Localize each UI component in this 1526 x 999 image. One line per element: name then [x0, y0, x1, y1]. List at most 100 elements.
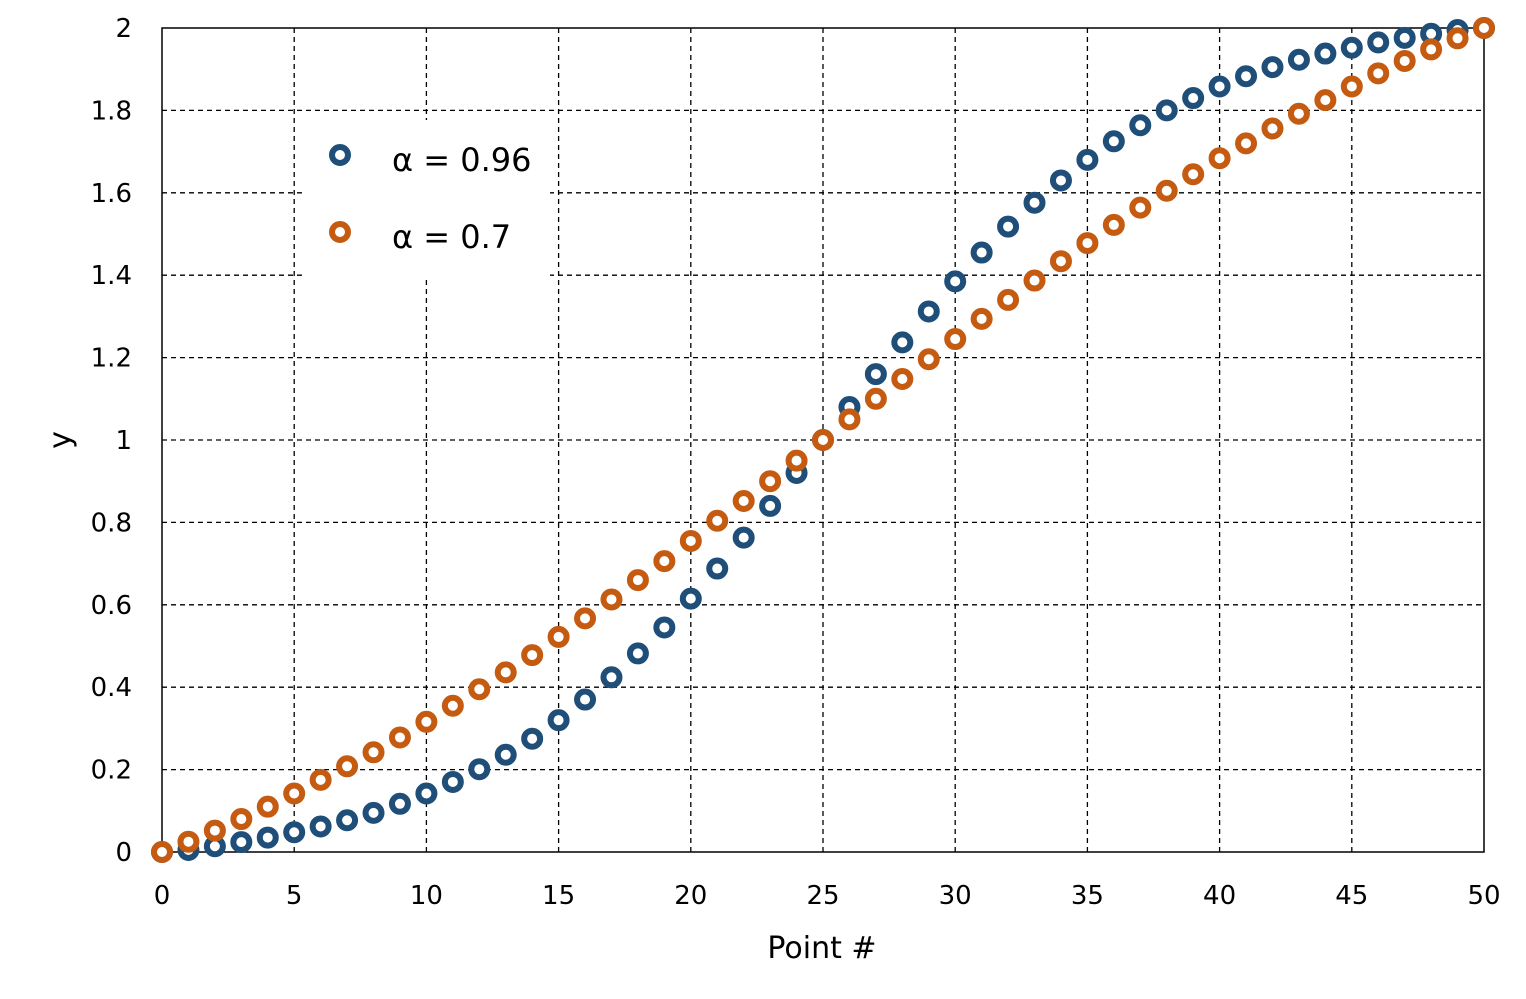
series-2-point	[468, 678, 491, 701]
x-tick-label: 45	[1335, 881, 1368, 911]
series-1-point	[600, 666, 623, 689]
legend-entry-2: α = 0.7	[329, 218, 511, 256]
series-2-point	[362, 741, 385, 764]
series-1-point	[891, 331, 914, 354]
x-axis-title: Point #	[767, 931, 876, 966]
series-1-point	[997, 215, 1020, 238]
data-series	[151, 17, 1495, 863]
y-tick-label: 2	[115, 14, 132, 44]
series-1-point	[1314, 42, 1337, 65]
series-2-point	[547, 625, 570, 648]
y-tick-label: 0.2	[91, 756, 132, 786]
series-1-point	[706, 557, 729, 580]
series-1-point	[574, 688, 597, 711]
y-tick-label: 0	[115, 838, 132, 868]
y-tick-label: 1.2	[91, 344, 132, 374]
series-2-point	[679, 529, 702, 552]
series-2-point	[1393, 49, 1416, 72]
x-tick-label: 25	[806, 881, 839, 911]
x-tick-label: 20	[674, 881, 707, 911]
series-2-point	[1076, 232, 1099, 255]
series-1-point	[388, 792, 411, 815]
series-2-point	[336, 755, 359, 778]
series-2-point	[177, 830, 200, 853]
series-2-point	[732, 489, 755, 512]
y-tick-label: 0.4	[91, 673, 132, 703]
series-2-point	[1367, 62, 1390, 85]
legend-marker-2	[329, 221, 351, 243]
series-1-point	[468, 758, 491, 781]
series-1-point	[362, 801, 385, 824]
x-tick-label: 15	[542, 881, 575, 911]
y-tick-label: 1.6	[91, 179, 132, 209]
series-1-point	[256, 826, 279, 849]
series-2-point	[891, 368, 914, 391]
x-tick-label: 0	[154, 881, 171, 911]
series-2-point	[309, 768, 332, 791]
series-1-point	[970, 241, 993, 264]
series-2-point	[1420, 38, 1443, 61]
series-2-point	[785, 449, 808, 472]
series-1-point	[230, 831, 253, 854]
plot-area-frame	[161, 27, 1485, 853]
series-1-point	[1340, 36, 1363, 59]
series-1-point	[1023, 191, 1046, 214]
y-tick-label: 0.8	[91, 508, 132, 538]
y-tick-label: 1	[115, 426, 132, 456]
series-2-point	[917, 348, 940, 371]
series-2-point	[838, 408, 861, 431]
series-1-point	[944, 270, 967, 293]
series-2-point	[812, 429, 834, 451]
series-2-point	[1102, 213, 1125, 236]
series-1-point	[415, 782, 438, 805]
series-1-point	[1049, 169, 1072, 192]
series-2-point	[388, 726, 411, 749]
series-1-point	[917, 300, 940, 323]
x-tick-label: 30	[939, 881, 972, 911]
series-1-point	[1102, 130, 1125, 153]
series-1-point	[1129, 114, 1152, 137]
series-2-point	[256, 795, 279, 818]
series-1	[151, 17, 1495, 863]
series-2-point	[1446, 27, 1469, 50]
series-2-point	[1129, 196, 1152, 219]
series-2-point	[864, 387, 887, 410]
series-2-point	[521, 644, 544, 667]
series-2-point	[1340, 75, 1363, 98]
series-2-point	[1023, 269, 1046, 292]
series-2-point	[494, 661, 517, 684]
series-2-point	[1261, 117, 1284, 140]
series-2-point	[203, 819, 226, 842]
x-tick-label: 35	[1071, 881, 1104, 911]
series-1-point	[521, 727, 544, 750]
series-1-point	[759, 494, 782, 517]
series-2-point	[415, 710, 438, 733]
series-2-point	[283, 782, 306, 805]
y-tick-label: 0.6	[91, 591, 132, 621]
series-2-point	[997, 288, 1020, 311]
series-2-point	[600, 588, 623, 611]
y-axis-title: y	[43, 431, 78, 449]
series-1-point	[1393, 26, 1416, 49]
series-1-point	[1155, 99, 1178, 122]
series-1-point	[441, 770, 464, 793]
x-tick-label: 50	[1467, 881, 1500, 911]
legend-label-2: α = 0.7	[392, 218, 511, 256]
series-1-point	[864, 363, 887, 386]
series-2-point	[1155, 179, 1178, 202]
series-2-point	[626, 569, 649, 592]
series-1-point	[1208, 75, 1231, 98]
series-2-point	[441, 694, 464, 717]
series-2-point	[1287, 102, 1310, 125]
series-1-point	[1287, 48, 1310, 71]
series-1-point	[547, 709, 570, 732]
series-1-point	[309, 815, 332, 838]
series-2-point	[1049, 250, 1072, 273]
y-tick-label: 1.8	[91, 96, 132, 126]
series-1-point	[1076, 148, 1099, 171]
series-1-point	[653, 616, 676, 639]
legend-entry-1: α = 0.96	[329, 141, 532, 179]
series-2-point	[1473, 17, 1495, 39]
x-tick-label: 40	[1203, 881, 1236, 911]
series-1-point	[494, 743, 517, 766]
